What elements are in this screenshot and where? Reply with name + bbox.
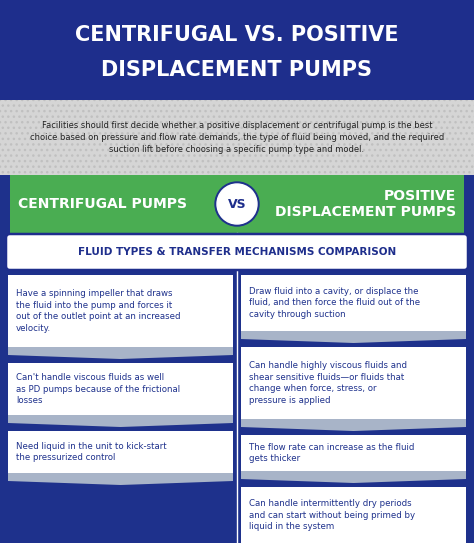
Text: VS: VS <box>228 198 246 211</box>
Text: CENTRIFUGAL PUMPS: CENTRIFUGAL PUMPS <box>18 197 187 211</box>
Text: FLUID TYPES & TRANSFER MECHANISMS COMPARISON: FLUID TYPES & TRANSFER MECHANISMS COMPAR… <box>78 247 396 257</box>
Text: The flow rate can increase as the fluid
gets thicker: The flow rate can increase as the fluid … <box>249 443 414 463</box>
Text: POSITIVE
DISPLACEMENT PUMPS: POSITIVE DISPLACEMENT PUMPS <box>275 189 456 219</box>
FancyBboxPatch shape <box>0 175 474 233</box>
FancyBboxPatch shape <box>241 275 466 331</box>
Circle shape <box>215 182 259 226</box>
Polygon shape <box>241 419 466 431</box>
Polygon shape <box>241 471 466 483</box>
Text: Have a spinning impeller that draws
the fluid into the pump and forces it
out of: Have a spinning impeller that draws the … <box>16 289 181 333</box>
FancyBboxPatch shape <box>0 0 474 100</box>
Text: CENTRIFUGAL VS. POSITIVE: CENTRIFUGAL VS. POSITIVE <box>75 25 399 45</box>
Polygon shape <box>8 415 233 427</box>
FancyBboxPatch shape <box>464 175 474 233</box>
FancyBboxPatch shape <box>6 234 468 270</box>
FancyBboxPatch shape <box>0 175 10 233</box>
FancyBboxPatch shape <box>0 100 474 175</box>
FancyBboxPatch shape <box>8 363 233 415</box>
FancyBboxPatch shape <box>241 435 466 471</box>
FancyBboxPatch shape <box>0 100 474 175</box>
Circle shape <box>217 184 257 224</box>
FancyBboxPatch shape <box>8 431 233 473</box>
Text: Can't handle viscous fluids as well
as PD pumps because of the frictional
losses: Can't handle viscous fluids as well as P… <box>16 373 180 405</box>
Text: Can handle intermittently dry periods
and can start without being primed by
liqu: Can handle intermittently dry periods an… <box>249 499 415 531</box>
FancyBboxPatch shape <box>241 347 466 419</box>
Polygon shape <box>241 331 466 343</box>
Polygon shape <box>8 347 233 359</box>
Text: Can handle highly viscous fluids and
shear sensitive fluids—or fluids that
chang: Can handle highly viscous fluids and she… <box>249 361 407 405</box>
FancyBboxPatch shape <box>241 487 466 543</box>
Polygon shape <box>8 473 233 485</box>
Text: DISPLACEMENT PUMPS: DISPLACEMENT PUMPS <box>101 60 373 80</box>
Text: Draw fluid into a cavity, or displace the
fluid, and then force the fluid out of: Draw fluid into a cavity, or displace th… <box>249 287 420 319</box>
FancyBboxPatch shape <box>8 275 233 347</box>
Text: Need liquid in the unit to kick-start
the pressurized control: Need liquid in the unit to kick-start th… <box>16 442 167 462</box>
Text: Facilities should first decide whether a positive displacement or centrifugal pu: Facilities should first decide whether a… <box>30 121 444 155</box>
